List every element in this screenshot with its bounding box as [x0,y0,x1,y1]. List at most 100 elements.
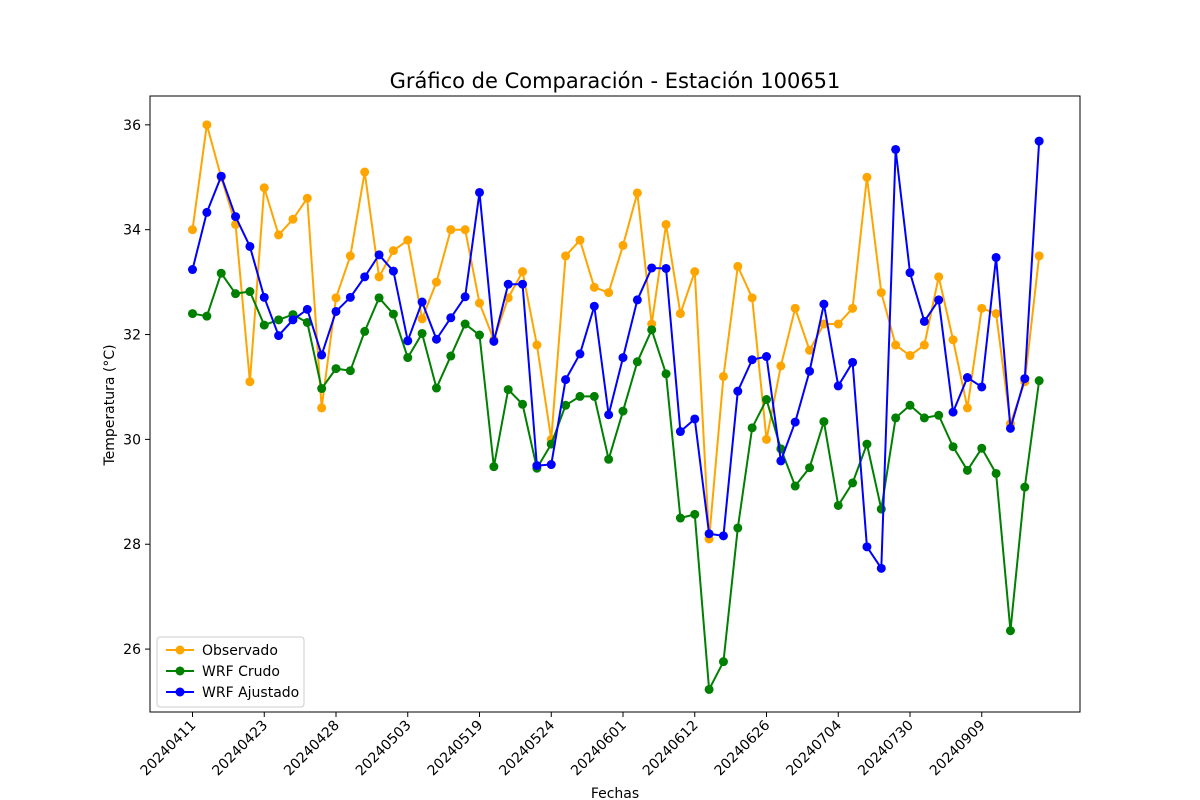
legend-marker-observado [175,645,185,655]
data-point-observado [446,225,456,235]
data-point-wrf-crudo [790,481,800,491]
data-point-wrf-ajustado [231,212,241,222]
data-point-wrf-ajustado [360,272,370,282]
data-point-wrf-ajustado [934,295,944,305]
data-point-wrf-ajustado [675,427,685,437]
data-point-wrf-ajustado [977,382,987,392]
data-point-wrf-crudo [1020,482,1030,492]
y-tick-label: 28 [123,537,141,553]
data-point-wrf-crudo [417,328,427,338]
data-point-observado [876,288,886,298]
data-point-observado [302,193,312,203]
data-point-wrf-ajustado [690,414,700,424]
data-point-observado [345,251,355,261]
data-point-observado [202,120,212,130]
data-point-wrf-ajustado [1020,374,1030,384]
data-point-wrf-crudo [948,442,958,452]
data-point-wrf-crudo [819,417,829,427]
y-tick-label: 26 [123,642,141,658]
data-point-wrf-ajustado [374,250,384,260]
data-point-wrf-ajustado [532,461,542,471]
data-point-observado [475,298,484,308]
data-point-wrf-crudo [259,320,269,330]
data-point-wrf-crudo [647,325,657,335]
data-point-wrf-crudo [1034,376,1044,386]
data-point-wrf-ajustado [575,349,585,359]
data-point-wrf-crudo [733,523,743,533]
data-point-wrf-ajustado [460,292,470,302]
data-point-observado [589,282,599,292]
data-point-wrf-ajustado [417,297,427,307]
data-point-observado [317,403,327,413]
data-point-observado [934,272,944,282]
data-point-wrf-ajustado [446,313,456,323]
data-point-observado [460,225,470,235]
data-point-observado [431,277,441,287]
data-point-wrf-ajustado [833,381,843,391]
data-point-wrf-crudo [374,293,384,303]
data-point-wrf-ajustado [489,336,499,346]
data-point-wrf-crudo [403,353,413,363]
data-point-wrf-crudo [876,504,886,514]
data-point-observado [776,361,786,371]
data-point-observado [891,340,901,350]
data-point-wrf-crudo [833,500,843,510]
y-tick-label: 30 [123,432,141,448]
data-point-observado [747,293,757,303]
data-point-wrf-ajustado [202,207,212,217]
data-point-wrf-ajustado [1034,136,1044,146]
data-point-observado [518,267,528,277]
data-point-wrf-ajustado [905,268,915,278]
chart-title: Gráfico de Comparación - Estación 100651 [390,69,841,93]
data-point-observado [575,235,585,245]
data-point-wrf-crudo [331,364,341,374]
legend-label-wrf-crudo: WRF Crudo [202,664,280,680]
data-point-wrf-ajustado [475,187,484,197]
data-point-wrf-ajustado [331,306,341,316]
data-point-wrf-crudo [589,391,599,401]
x-axis-label: Fechas [591,786,639,800]
data-point-wrf-ajustado [274,331,284,341]
data-point-observado [790,303,800,313]
data-point-wrf-ajustado [862,542,872,552]
axes-frame [149,95,1081,713]
data-point-wrf-ajustado [604,410,614,420]
data-point-observado [919,340,929,350]
data-point-wrf-crudo [274,315,284,325]
data-point-observado [805,345,815,355]
legend-label-wrf-ajustado: WRF Ajustado [202,685,299,701]
legend-box [156,636,305,708]
data-point-observado [604,288,614,298]
y-tick-label: 32 [123,328,141,344]
data-point-observado [733,261,743,271]
data-point-wrf-ajustado [948,407,958,417]
data-point-wrf-crudo [216,268,226,278]
data-point-wrf-crudo [977,443,987,453]
data-point-wrf-crudo [302,317,312,327]
data-point-wrf-crudo [805,463,815,473]
series-line-wrf-ajustado [191,141,1041,570]
data-point-observado [833,319,843,329]
data-point-wrf-ajustado [317,350,327,360]
data-point-wrf-ajustado [747,355,757,365]
data-point-observado [331,293,341,303]
data-point-observado [532,340,542,350]
data-point-wrf-crudo [518,399,528,409]
data-point-wrf-crudo [431,383,441,393]
data-point-wrf-ajustado [632,295,642,305]
data-point-wrf-ajustado [661,263,671,273]
y-axis-label: Temperatura (°C) [102,344,118,466]
data-point-observado [690,267,700,277]
data-point-wrf-crudo [618,406,628,416]
data-point-observado [905,351,915,361]
data-point-wrf-crudo [991,468,1001,478]
data-point-wrf-crudo [489,462,499,472]
data-point-wrf-crudo [360,326,370,336]
data-point-wrf-ajustado [245,241,255,251]
data-point-wrf-ajustado [776,456,786,466]
data-point-wrf-crudo [632,357,642,367]
data-point-wrf-ajustado [891,144,901,154]
data-point-observado [675,309,685,319]
data-point-wrf-crudo [575,391,585,401]
